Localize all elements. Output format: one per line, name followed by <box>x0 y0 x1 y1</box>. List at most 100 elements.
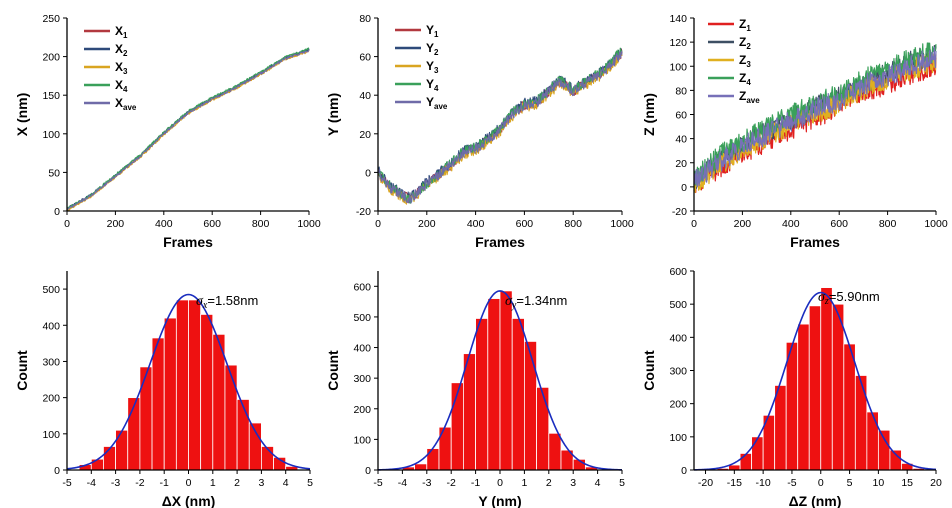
legend-series-subscript: 4 <box>746 78 751 87</box>
y-tick-label: -20 <box>356 206 371 218</box>
x-tick-label: -2 <box>447 477 456 489</box>
legend-series-subscript: ave <box>434 102 448 111</box>
y-tick-label: 150 <box>42 90 60 102</box>
y-tick-label: 0 <box>681 182 687 194</box>
histogram-bar <box>200 314 214 471</box>
histogram-bar <box>831 303 845 471</box>
gaussian-fit-curve <box>693 291 937 471</box>
x-tick-label: 0 <box>691 218 697 230</box>
y-tick-label: 600 <box>669 266 687 278</box>
x-tick-label: -1 <box>471 477 480 489</box>
y-tick-label: 200 <box>353 404 371 416</box>
y-tick-label: 140 <box>669 13 687 25</box>
x-tick-label: 3 <box>570 477 576 489</box>
legend-label: Z3 <box>739 53 751 69</box>
sigma-subscript: x <box>202 300 208 311</box>
legend-series-subscript: 1 <box>434 30 439 39</box>
x-tick-label: 20 <box>930 477 942 489</box>
legend-series-subscript: 3 <box>746 60 751 69</box>
histogram-bar <box>188 299 202 471</box>
x-tick-label: 0 <box>186 477 192 489</box>
legend-label: Z4 <box>739 71 751 87</box>
legend-label: Y1 <box>426 23 439 39</box>
series-line-y-4 <box>377 47 623 204</box>
histogram-bar <box>127 397 141 471</box>
plot-area <box>693 42 937 194</box>
x-tick-label: 2 <box>546 477 552 489</box>
legend-label: X4 <box>115 78 128 94</box>
histogram-bar <box>414 463 428 471</box>
chart-panel-4: -5 -4 -3 -2 -1 0 1 2 3 4 5 0 100 200 300 400 500 σx=1.58n… <box>14 271 313 508</box>
series-line-y-2 <box>377 47 623 202</box>
chart-panel-5: -5 -4 -3 -2 -1 0 1 2 3 4 5 0 100 200 300 400 500 600 σy=1.… <box>325 271 625 508</box>
x-tick-label: 4 <box>595 477 601 489</box>
x-tick-label: 5 <box>847 477 853 489</box>
legend-series-name: Z <box>739 53 746 67</box>
sigma-subscript: y <box>511 300 517 311</box>
series-line-z-4 <box>693 42 937 186</box>
x-axis-title: Frames <box>475 234 525 250</box>
x-tick-label: 400 <box>782 218 800 230</box>
legend-series-subscript: 2 <box>123 49 128 58</box>
legend-series-subscript: 1 <box>123 31 128 40</box>
x-axis-title: Y (nm) <box>478 493 521 508</box>
x-tick-label: -4 <box>87 477 96 489</box>
histogram-bar <box>820 287 833 471</box>
x-tick-label: 400 <box>155 218 173 230</box>
plot-area <box>693 287 937 471</box>
legend-series-name: X <box>115 96 123 110</box>
legend-label: Z1 <box>739 17 751 33</box>
legend-series-name: X <box>115 78 123 92</box>
y-tick-label: 60 <box>675 110 687 122</box>
histogram-bar <box>487 298 501 471</box>
y-tick-label: 200 <box>42 52 60 64</box>
x-tick-label: 15 <box>901 477 913 489</box>
x-tick-label: 3 <box>258 477 264 489</box>
histogram-bar <box>889 449 902 471</box>
histogram-bar <box>728 464 741 471</box>
legend-series-name: X <box>115 24 123 38</box>
x-tick-label: -1 <box>160 477 169 489</box>
y-tick-label: 100 <box>669 432 687 444</box>
x-tick-label: 600 <box>516 218 534 230</box>
x-tick-label: 4 <box>283 477 289 489</box>
histogram-bar <box>548 432 562 471</box>
sigma-symbol: σ <box>505 294 513 309</box>
legend-label: Z2 <box>739 35 751 51</box>
legend-label: Xave <box>115 96 137 112</box>
plot-area <box>66 293 311 471</box>
x-tick-label: 600 <box>830 218 848 230</box>
histogram-bar <box>877 429 891 471</box>
x-axis-title: Frames <box>163 234 213 250</box>
x-tick-label: -5 <box>373 477 382 489</box>
histogram-bar <box>175 299 189 471</box>
histogram-bar <box>462 353 476 471</box>
legend-series-name: X <box>115 60 123 74</box>
x-tick-label: 800 <box>879 218 897 230</box>
x-tick-label: -5 <box>787 477 796 489</box>
x-tick-label: 5 <box>307 477 313 489</box>
y-tick-label: 120 <box>669 37 687 49</box>
x-tick-label: 0 <box>375 218 381 230</box>
histogram-bar <box>536 386 550 471</box>
sigma-value: =5.90nm <box>829 289 880 304</box>
histogram-bar <box>151 337 165 471</box>
y-tick-label: 0 <box>365 167 371 179</box>
y-axis-title: Count <box>325 350 341 391</box>
legend-label: X1 <box>115 24 128 40</box>
y-tick-label: 500 <box>669 299 687 311</box>
y-tick-label: 250 <box>42 13 60 25</box>
y-tick-label: 0 <box>54 465 60 477</box>
y-tick-label: 100 <box>353 434 371 446</box>
y-tick-label: 60 <box>359 52 371 64</box>
y-tick-label: 400 <box>42 320 60 332</box>
x-tick-label: -3 <box>422 477 431 489</box>
y-tick-label: 0 <box>365 465 371 477</box>
y-tick-label: 100 <box>42 429 60 441</box>
y-tick-label: 80 <box>359 13 371 25</box>
x-tick-label: 1000 <box>610 218 634 230</box>
x-tick-label: -10 <box>756 477 771 489</box>
x-tick-label: 1 <box>210 477 216 489</box>
